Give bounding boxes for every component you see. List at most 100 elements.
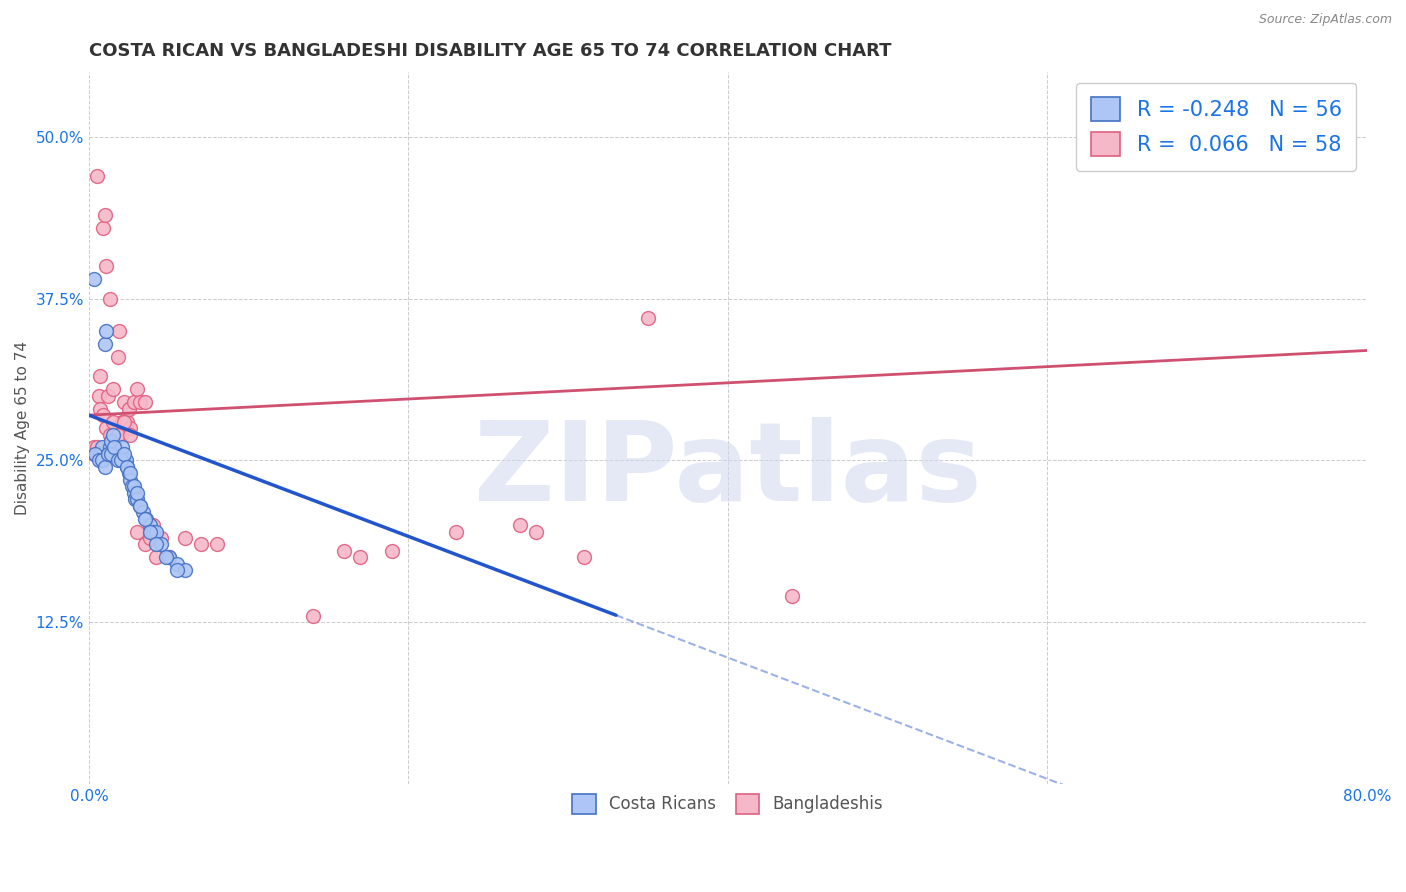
Point [124,492,146,507]
Point [89,401,111,416]
Point [117,459,139,474]
Point [301,608,323,623]
Point [125,524,148,539]
Point [103,447,125,461]
Point [129,499,152,513]
Point [111,415,134,429]
Point [108,324,131,338]
Point [166,557,188,571]
Point [125,382,148,396]
Point [129,499,152,513]
Point [112,447,135,461]
Point [135,511,157,525]
Point [122,395,145,409]
Point [97,389,120,403]
Point [83,272,105,286]
Point [118,467,141,481]
Point [134,511,156,525]
Point [120,427,142,442]
Point [134,537,156,551]
Point [87,453,110,467]
Point [91,408,114,422]
Point [333,544,356,558]
Point [132,505,155,519]
Point [97,447,120,461]
Point [134,395,156,409]
Point [173,531,195,545]
Point [111,441,134,455]
Point [101,427,124,442]
Point [205,537,228,551]
Point [145,550,167,565]
Point [98,441,121,455]
Point [138,531,160,545]
Point [173,563,195,577]
Point [125,492,148,507]
Point [117,415,139,429]
Point [381,544,404,558]
Point [190,537,212,551]
Point [166,563,188,577]
Point [96,260,118,274]
Point [83,441,105,455]
Point [90,453,112,467]
Point [107,453,129,467]
Point [120,467,142,481]
Point [524,524,547,539]
Legend: Costa Ricans, Bangladeshis: Costa Ricans, Bangladeshis [561,782,896,825]
Point [89,447,111,461]
Point [94,208,117,222]
Point [86,441,108,455]
Point [101,382,124,396]
Text: ZIPatlas: ZIPatlas [474,417,981,524]
Point [155,550,177,565]
Point [107,427,129,442]
Point [84,447,107,461]
Point [100,447,122,461]
Point [108,447,131,461]
Point [103,434,125,448]
Point [145,537,167,551]
Point [780,589,803,603]
Point [114,421,136,435]
Point [91,453,114,467]
Point [157,550,180,565]
Y-axis label: Disability Age 65 to 74: Disability Age 65 to 74 [15,341,30,515]
Point [98,292,121,306]
Point [118,401,141,416]
Point [120,421,142,435]
Point [97,447,120,461]
Point [121,479,143,493]
Point [138,524,160,539]
Point [446,524,468,539]
Point [91,220,114,235]
Point [86,447,108,461]
Point [112,415,135,429]
Point [89,369,111,384]
Point [98,427,121,442]
Point [103,441,125,455]
Point [129,395,152,409]
Point [110,453,132,467]
Point [117,459,139,474]
Point [96,421,118,435]
Point [110,427,132,442]
Point [101,415,124,429]
Point [142,524,165,539]
Text: Source: ZipAtlas.com: Source: ZipAtlas.com [1258,13,1392,27]
Point [138,518,160,533]
Point [83,447,105,461]
Point [105,421,128,435]
Point [125,485,148,500]
Point [94,337,117,351]
Point [149,531,172,545]
Point [86,169,108,183]
Point [100,447,122,461]
Point [142,518,165,533]
Point [114,453,136,467]
Point [90,453,112,467]
Point [100,434,122,448]
Point [87,389,110,403]
Point [96,324,118,338]
Point [145,524,167,539]
